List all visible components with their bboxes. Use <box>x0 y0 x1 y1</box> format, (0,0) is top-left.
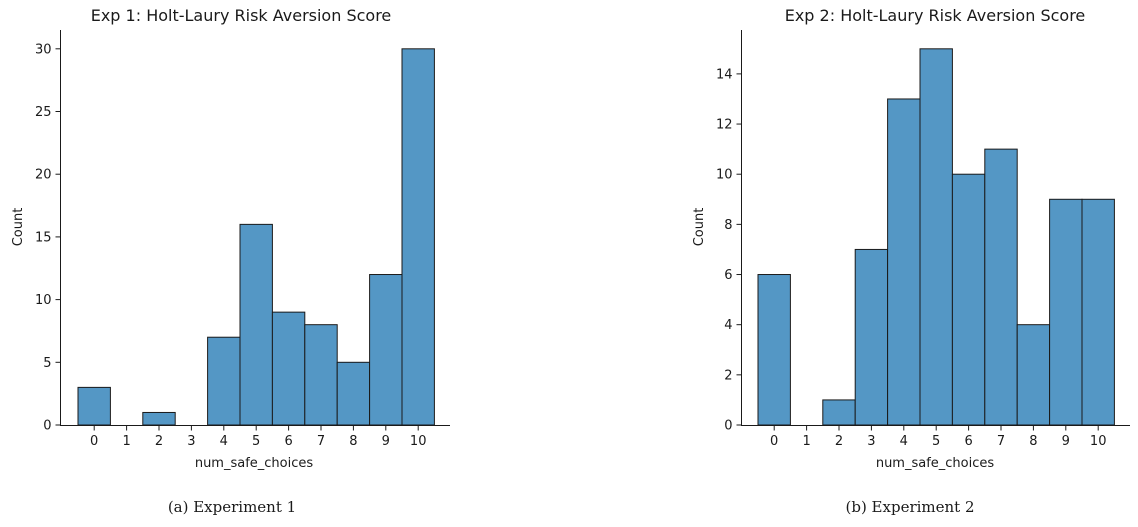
x-tick-label: 2 <box>155 434 163 449</box>
x-tick-label: 7 <box>317 434 325 449</box>
y-tick-label: 6 <box>724 268 732 283</box>
x-tick-label: 7 <box>997 434 1005 449</box>
y-tick-label: 30 <box>35 42 52 57</box>
figure-caption: (a) Experiment 1 <box>168 498 296 516</box>
y-axis-label: Count <box>11 208 26 247</box>
panel-experiment-1: Exp 1: Holt-Laury Risk Aversion Score 0 5… <box>11 6 450 516</box>
x-tick-label: 2 <box>835 434 843 449</box>
bar-3 <box>854 248 889 426</box>
x-tick-label: 9 <box>382 434 390 449</box>
x-tick-label: 1 <box>122 434 130 449</box>
y-tick-label: 0 <box>724 419 732 434</box>
y-axis-ticks: 0 5 10 15 20 25 30 <box>35 42 61 434</box>
x-tick-label: 8 <box>1029 434 1037 449</box>
bar-6 <box>951 173 986 426</box>
bar-9 <box>369 274 403 426</box>
y-tick-label: 5 <box>43 356 51 371</box>
x-tick-label: 4 <box>220 434 228 449</box>
bar-5 <box>239 223 273 426</box>
y-tick-label: 8 <box>724 218 732 233</box>
x-tick-label: 6 <box>964 434 972 449</box>
bar-9 <box>1049 198 1083 426</box>
y-tick-label: 4 <box>724 318 732 333</box>
x-tick-label: 10 <box>410 434 427 449</box>
bars-group <box>757 48 1115 426</box>
bar-8 <box>336 361 371 426</box>
bar-7 <box>984 148 1018 426</box>
x-tick-label: 4 <box>900 434 908 449</box>
y-tick-label: 0 <box>43 419 51 434</box>
figure-caption: (b) Experiment 2 <box>845 498 974 516</box>
y-tick-label: 25 <box>35 105 52 120</box>
bar-0 <box>757 274 791 426</box>
chart-title: Exp 1: Holt-Laury Risk Aversion Score <box>91 6 392 25</box>
x-tick-label: 5 <box>252 434 260 449</box>
y-tick-label: 10 <box>716 168 733 183</box>
y-tick-label: 15 <box>35 230 52 245</box>
bar-10 <box>1081 198 1115 426</box>
y-tick-label: 2 <box>724 368 732 383</box>
bar-2 <box>142 411 176 426</box>
x-axis-ticks: 0 1 2 3 4 5 6 7 8 9 10 <box>90 425 427 449</box>
x-tick-label: 9 <box>1062 434 1070 449</box>
y-tick-label: 20 <box>35 168 52 183</box>
x-tick-label: 1 <box>802 434 810 449</box>
x-tick-label: 6 <box>284 434 292 449</box>
x-tick-label: 3 <box>867 434 875 449</box>
panel-experiment-2: Exp 2: Holt-Laury Risk Aversion Score 0 2… <box>692 6 1130 516</box>
x-tick-label: 0 <box>90 434 98 449</box>
bar-7 <box>304 324 338 426</box>
x-tick-label: 5 <box>932 434 940 449</box>
x-axis-ticks: 0 1 2 3 4 5 6 7 8 9 10 <box>770 425 1107 449</box>
chart-title: Exp 2: Holt-Laury Risk Aversion Score <box>785 6 1086 25</box>
bar-5 <box>919 48 953 426</box>
x-axis-label: num_safe_choices <box>876 456 995 471</box>
y-tick-label: 12 <box>716 118 733 133</box>
y-tick-label: 14 <box>716 67 733 82</box>
bar-4 <box>887 98 921 426</box>
y-tick-label: 10 <box>35 293 52 308</box>
bar-8 <box>1016 324 1051 426</box>
bar-2 <box>822 399 856 426</box>
x-axis-label: num_safe_choices <box>195 456 314 471</box>
bar-6 <box>271 311 306 426</box>
bar-4 <box>207 336 241 426</box>
x-tick-label: 0 <box>770 434 778 449</box>
bars-group <box>77 48 435 426</box>
y-axis-label: Count <box>692 208 707 247</box>
bar-0 <box>77 386 111 426</box>
y-axis-ticks: 0 2 4 6 8 10 12 14 <box>716 67 742 434</box>
x-tick-label: 8 <box>349 434 357 449</box>
bar-10 <box>401 48 435 426</box>
x-tick-label: 10 <box>1090 434 1107 449</box>
x-tick-label: 3 <box>187 434 195 449</box>
